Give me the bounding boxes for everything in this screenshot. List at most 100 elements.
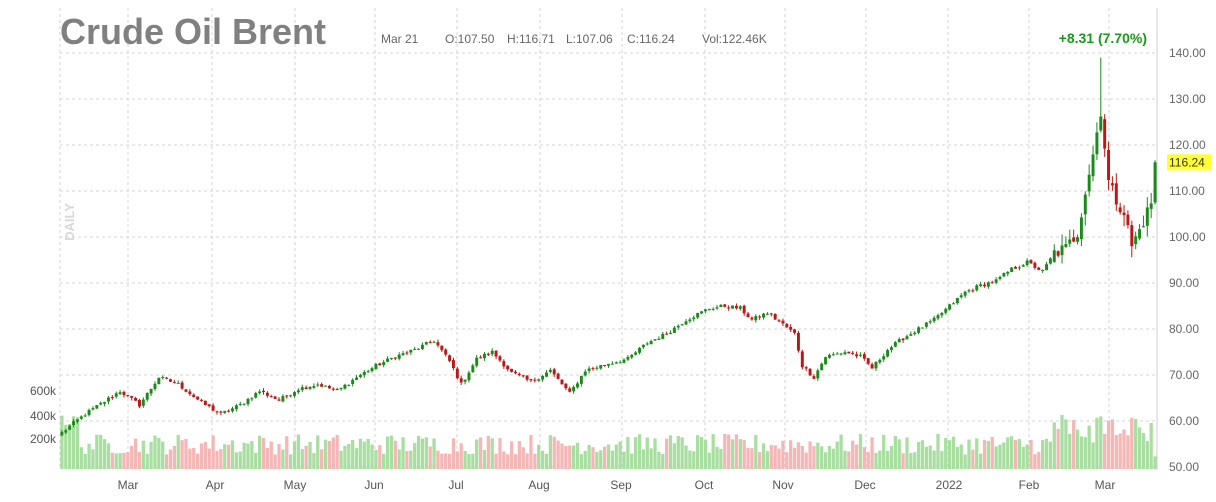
candle-body (316, 384, 320, 386)
volume-bar (195, 453, 200, 469)
volume-bar (525, 453, 529, 469)
volume-bar (897, 439, 901, 469)
candle-body (579, 375, 583, 384)
volume-bar (812, 446, 816, 469)
candle-body (672, 327, 676, 333)
candle-body (172, 382, 176, 384)
candle-body (490, 350, 494, 355)
volume-bar (882, 435, 886, 469)
chart-title: Crude Oil Brent (60, 11, 326, 52)
volume-bar (455, 451, 459, 469)
volume-bar (1075, 429, 1080, 469)
candle-body (1110, 183, 1114, 186)
volume-bar (595, 451, 599, 469)
candle-body (909, 334, 913, 336)
candle-body (742, 305, 746, 314)
volume-bar (947, 440, 952, 469)
volume-bar (750, 448, 754, 469)
candle-body (769, 313, 773, 315)
volume-bar (1056, 428, 1060, 469)
volume-bar (649, 448, 653, 469)
volume-bar (1103, 434, 1107, 469)
volume-bar (556, 440, 560, 469)
candle-body (482, 353, 486, 359)
volume-bar (1099, 416, 1103, 469)
candle-body (703, 309, 707, 312)
volume-bar (300, 449, 304, 469)
volume-bar (71, 416, 76, 469)
candle-body (870, 364, 874, 369)
candle-body (653, 339, 657, 341)
candle-body (234, 405, 238, 410)
x-tick-label: Mar (118, 478, 139, 492)
candle-body (746, 313, 750, 318)
candle-body (498, 356, 502, 361)
candle-body (1002, 273, 1006, 277)
volume-bar (296, 434, 301, 469)
volume-bar (1079, 436, 1084, 469)
candle-body (1130, 225, 1134, 247)
volume-bar (796, 442, 801, 469)
volume-bar (847, 451, 851, 469)
volume-bar (312, 453, 316, 469)
volume-bar (816, 442, 820, 469)
candle-body (944, 308, 948, 313)
volume-bar (1029, 440, 1033, 469)
candle-body (397, 354, 401, 359)
volume-bar (327, 441, 332, 469)
candle-body (161, 376, 165, 378)
volume-bar (1137, 427, 1142, 469)
candle-body (955, 297, 959, 304)
volume-bar (568, 445, 572, 469)
candle-body (494, 350, 498, 357)
volume-bar (230, 440, 235, 469)
volume-bar (839, 434, 843, 469)
candle-body (405, 352, 409, 354)
y-tick-label: 110.00 (1169, 184, 1205, 198)
candle-body (378, 363, 382, 366)
x-tick-label: Apr (206, 478, 225, 492)
candle-body (804, 367, 808, 369)
volume-bar (447, 453, 452, 469)
volume-bar (851, 440, 855, 469)
candle-body (207, 404, 211, 407)
candle-body (529, 379, 533, 381)
volume-bar (234, 452, 239, 469)
ohlc-open: O:107.50 (445, 32, 495, 46)
volume-bar (583, 450, 587, 469)
candle-body (269, 396, 273, 398)
volume-bar (591, 447, 595, 469)
candle-body (889, 347, 893, 350)
candle-body (382, 362, 386, 366)
candle-body (975, 285, 979, 291)
volume-bar (637, 434, 642, 469)
volume-bar (633, 437, 638, 469)
volume-bar (823, 452, 828, 469)
volume-bar (1044, 438, 1049, 469)
volume-bar (323, 439, 328, 469)
volume-bar (362, 441, 366, 469)
candle-body (684, 321, 688, 325)
volume-bar (265, 447, 270, 469)
candle-body (707, 308, 711, 311)
volume-bar (277, 443, 281, 469)
ohlc-close: C:116.24 (627, 32, 675, 46)
candle-body (649, 341, 653, 345)
volume-bar (502, 451, 506, 469)
volume-bar (289, 454, 293, 469)
candle-body (827, 354, 831, 358)
volume-bar (486, 436, 490, 469)
volume-bar (1149, 423, 1153, 469)
volume-bar (393, 440, 397, 469)
volume-bar (874, 452, 878, 469)
volume-bar (587, 444, 591, 469)
candle-body (1006, 271, 1010, 274)
candle-body (855, 354, 859, 357)
volume-bar (959, 444, 963, 469)
volume-bar (742, 440, 746, 469)
candle-body (932, 317, 936, 322)
candle-body (711, 308, 715, 310)
candle-body (300, 387, 304, 390)
volume-bar (1095, 417, 1099, 469)
candle-body (1126, 214, 1130, 226)
